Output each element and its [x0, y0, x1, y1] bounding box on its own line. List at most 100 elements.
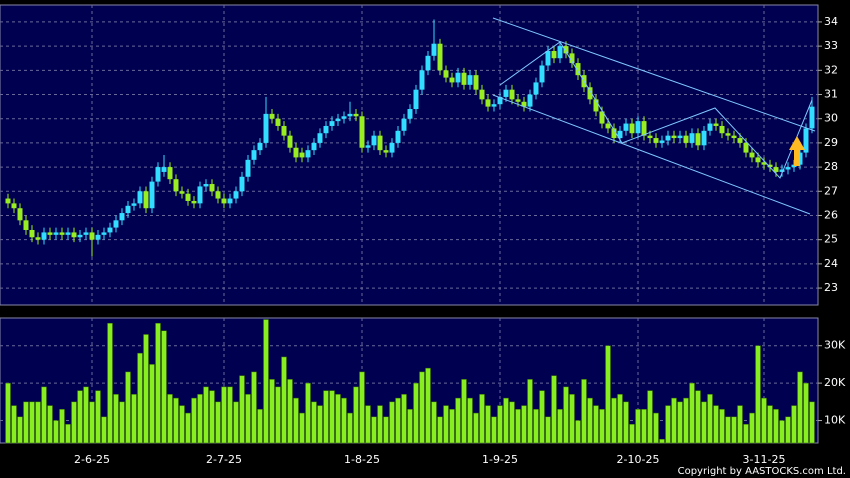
candle-body — [629, 123, 635, 134]
volume-bar — [239, 375, 245, 444]
candle-body — [413, 89, 419, 110]
candle-body — [251, 150, 257, 160]
volume-bar — [275, 386, 281, 444]
candle-body — [437, 43, 443, 71]
volume-bar — [17, 416, 23, 444]
volume-bar — [371, 416, 377, 444]
volume-bar — [617, 394, 623, 444]
volume-bar — [209, 390, 215, 444]
volume-bar — [593, 405, 599, 444]
volume-bar — [389, 401, 395, 444]
candle-body — [671, 135, 677, 139]
candle-body — [587, 87, 593, 100]
volume-bar — [179, 405, 185, 444]
candle-body — [695, 133, 701, 146]
candle-body — [53, 232, 59, 235]
candle-body — [713, 123, 719, 126]
volume-bar — [347, 412, 353, 444]
candle-body — [719, 125, 725, 134]
candle-body — [257, 142, 263, 151]
y-tick-label: 30 — [824, 112, 838, 125]
candle-body — [467, 75, 473, 85]
candle-body — [347, 113, 353, 117]
volume-bar — [785, 416, 791, 444]
volume-bar — [521, 405, 527, 444]
candle-body — [701, 130, 707, 146]
volume-bar — [719, 409, 725, 444]
volume-bar — [83, 386, 89, 444]
volume-bar — [575, 420, 581, 444]
volume-bar — [11, 405, 17, 444]
candle-body — [503, 89, 509, 97]
candle-body — [335, 118, 341, 122]
candle-body — [107, 227, 113, 233]
candle-body — [203, 184, 209, 187]
volume-bar — [755, 345, 761, 444]
candle-body — [317, 133, 323, 143]
volume-bar — [71, 401, 77, 444]
y-tick-label: 23 — [824, 281, 838, 294]
trend-lines — [492, 17, 816, 215]
candle-body — [185, 193, 191, 201]
volume-bar — [497, 405, 503, 444]
volume-bar — [671, 397, 677, 444]
volume-bar — [161, 330, 167, 444]
y-tick-label: 26 — [824, 208, 838, 221]
candle-body — [377, 135, 383, 151]
candle-body — [545, 50, 551, 66]
candle-body — [497, 96, 503, 105]
volume-bar — [677, 401, 683, 444]
volume-bar — [29, 401, 35, 444]
candle-body — [809, 106, 815, 129]
x-tick-label: 2-7-25 — [206, 453, 242, 466]
volume-bar — [107, 322, 113, 444]
volume-bar — [263, 319, 269, 444]
volume-bar — [149, 364, 155, 444]
candle-body — [17, 208, 23, 221]
volume-bar — [41, 386, 47, 444]
volume-bar — [419, 371, 425, 444]
candle-body — [83, 232, 89, 235]
volume-bar — [695, 390, 701, 444]
candle-body — [677, 135, 683, 139]
candle-body — [77, 234, 83, 238]
candle-body — [779, 169, 785, 172]
volume-bar — [803, 382, 809, 444]
volume-bar — [245, 394, 251, 444]
candle-body — [557, 46, 563, 59]
candle-body — [65, 232, 71, 235]
volume-bar — [557, 409, 563, 444]
candle-body — [605, 123, 611, 129]
candle-body — [245, 159, 251, 177]
volume-bar — [569, 394, 575, 444]
candle-body — [431, 43, 437, 56]
volume-bar — [491, 416, 497, 444]
volume-bar — [791, 405, 797, 444]
y-tick-label: 24 — [824, 257, 838, 270]
candle-body — [449, 77, 455, 83]
candle-body — [767, 164, 773, 168]
marks — [5, 19, 815, 444]
candle-body — [509, 89, 515, 100]
candle-body — [71, 232, 77, 238]
up-arrow — [789, 136, 805, 166]
volume-bar — [113, 394, 119, 444]
candle-body — [539, 65, 545, 83]
x-tick-label: 1-8-25 — [344, 453, 380, 466]
y-tick-label: 25 — [824, 233, 838, 246]
volume-bar — [173, 397, 179, 444]
candle-body — [143, 191, 149, 209]
candle-body — [113, 220, 119, 228]
volume-bar — [599, 409, 605, 444]
volume-bar — [155, 322, 161, 444]
volume-bar — [299, 412, 305, 444]
volume-bar — [629, 424, 635, 444]
volume-bar — [683, 397, 689, 444]
candle-body — [359, 116, 365, 148]
y-tick-label: 33 — [824, 39, 838, 52]
candle-body — [5, 198, 11, 204]
volume-bar — [5, 382, 11, 444]
candle-body — [455, 72, 461, 83]
candle-body — [563, 46, 569, 54]
candle-body — [95, 234, 101, 240]
